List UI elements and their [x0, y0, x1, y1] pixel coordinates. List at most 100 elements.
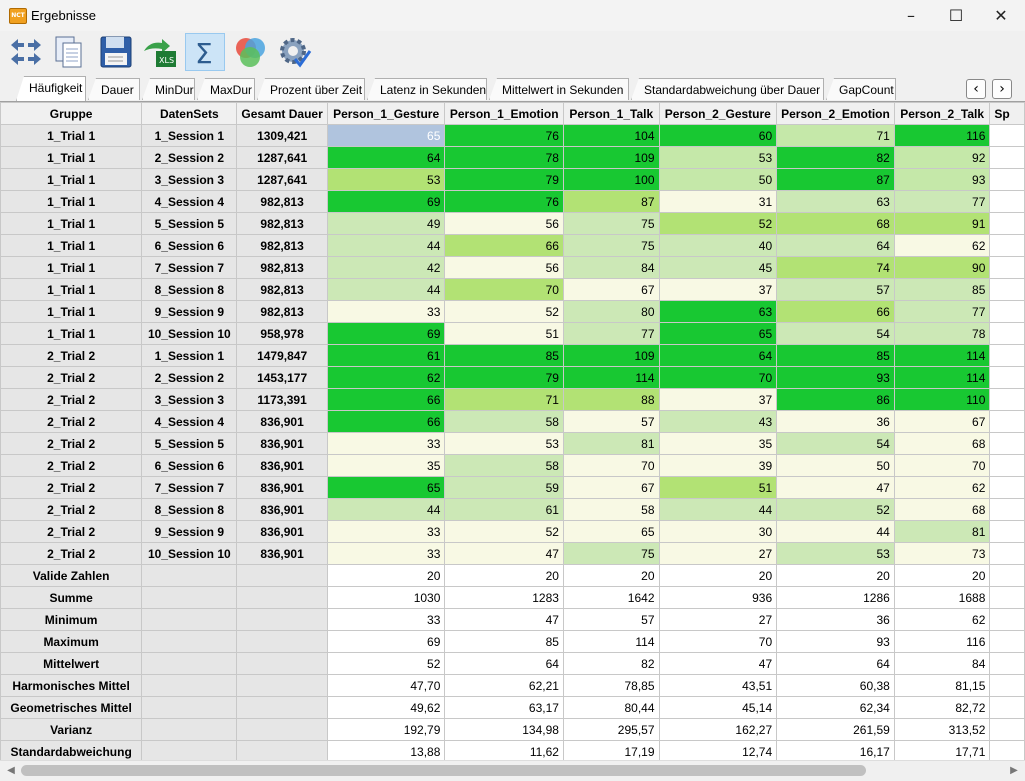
- value-cell[interactable]: 40: [658, 234, 778, 257]
- value-cell[interactable]: 52: [658, 212, 778, 235]
- row-header-cell[interactable]: 3_Session 3: [141, 168, 238, 191]
- stats-value-cell[interactable]: 114: [562, 630, 660, 653]
- value-cell[interactable]: 67: [562, 278, 660, 301]
- column-header[interactable]: Person_2_Emotion: [776, 102, 895, 125]
- value-cell[interactable]: 70: [444, 278, 564, 301]
- row-header-cell[interactable]: 2_Trial 2: [0, 388, 143, 411]
- column-header[interactable]: DatenSets: [141, 102, 238, 125]
- stats-value-cell[interactable]: 261,59: [776, 718, 895, 741]
- value-cell[interactable]: 79: [444, 366, 564, 389]
- stats-value-cell[interactable]: 16,17: [776, 740, 895, 761]
- value-cell[interactable]: 43: [658, 410, 778, 433]
- row-header-cell[interactable]: 9_Session 9: [141, 520, 238, 543]
- column-header[interactable]: Gesamt Dauer: [236, 102, 328, 125]
- row-header-cell[interactable]: 5_Session 5: [141, 212, 238, 235]
- value-cell[interactable]: 53: [326, 168, 446, 191]
- value-cell[interactable]: 109: [562, 146, 660, 169]
- value-cell[interactable]: 67: [562, 476, 660, 499]
- row-header-cell[interactable]: 2_Trial 2: [0, 498, 143, 521]
- value-cell[interactable]: 35: [326, 454, 446, 477]
- value-cell[interactable]: 44: [326, 234, 446, 257]
- swap-arrows-button[interactable]: [6, 33, 46, 71]
- value-cell[interactable]: 56: [444, 212, 564, 235]
- value-cell[interactable]: 85: [776, 344, 895, 367]
- row-header-cell[interactable]: 1287,641: [236, 168, 328, 191]
- value-cell[interactable]: 53: [776, 542, 895, 565]
- value-cell[interactable]: 30: [658, 520, 778, 543]
- settings-button[interactable]: [275, 33, 315, 71]
- value-cell[interactable]: 58: [444, 410, 564, 433]
- row-header-cell[interactable]: 1_Trial 1: [0, 168, 143, 191]
- value-cell[interactable]: 37: [658, 388, 778, 411]
- tab-3[interactable]: MaxDur: [197, 78, 255, 100]
- row-header-cell[interactable]: 1_Trial 1: [0, 212, 143, 235]
- value-cell[interactable]: 52: [444, 520, 564, 543]
- row-header-cell[interactable]: 1_Session 1: [141, 344, 238, 367]
- value-cell[interactable]: 75: [562, 234, 660, 257]
- row-header-cell[interactable]: 982,813: [236, 300, 328, 323]
- value-cell[interactable]: 61: [326, 344, 446, 367]
- stats-value-cell[interactable]: 192,79: [326, 718, 446, 741]
- value-cell[interactable]: 27: [658, 542, 778, 565]
- stats-value-cell[interactable]: 1642: [562, 586, 660, 609]
- row-header-cell[interactable]: 958,978: [236, 322, 328, 345]
- value-cell[interactable]: 31: [658, 190, 778, 213]
- tab-1[interactable]: Dauer: [88, 78, 140, 100]
- value-cell[interactable]: 57: [776, 278, 895, 301]
- stats-value-cell[interactable]: 62: [893, 608, 991, 631]
- tab-4[interactable]: Prozent über Zeit: [257, 78, 365, 100]
- stats-value-cell[interactable]: 52: [326, 652, 446, 675]
- stats-value-cell[interactable]: 64: [776, 652, 895, 675]
- stats-value-cell[interactable]: 62,21: [444, 674, 564, 697]
- stats-value-cell[interactable]: 17,19: [562, 740, 660, 761]
- value-cell[interactable]: 114: [893, 366, 991, 389]
- stats-value-cell[interactable]: 60,38: [776, 674, 895, 697]
- value-cell[interactable]: 53: [444, 432, 564, 455]
- stats-value-cell[interactable]: 82: [562, 652, 660, 675]
- stats-value-cell[interactable]: 13,88: [326, 740, 446, 761]
- row-header-cell[interactable]: 1_Trial 1: [0, 300, 143, 323]
- value-cell[interactable]: 36: [776, 410, 895, 433]
- value-cell[interactable]: 100: [562, 168, 660, 191]
- stats-value-cell[interactable]: 1286: [776, 586, 895, 609]
- venn-button[interactable]: [230, 33, 270, 71]
- value-cell[interactable]: 78: [444, 146, 564, 169]
- row-header-cell[interactable]: 8_Session 8: [141, 278, 238, 301]
- value-cell[interactable]: 68: [893, 498, 991, 521]
- value-cell[interactable]: 54: [776, 432, 895, 455]
- column-header[interactable]: Person_1_Gesture: [326, 102, 446, 125]
- value-cell[interactable]: 76: [444, 124, 564, 147]
- row-header-cell[interactable]: 2_Trial 2: [0, 520, 143, 543]
- value-cell[interactable]: 45: [658, 256, 778, 279]
- row-header-cell[interactable]: 5_Session 5: [141, 432, 238, 455]
- stats-value-cell[interactable]: 1030: [326, 586, 446, 609]
- value-cell[interactable]: 60: [658, 124, 778, 147]
- row-header-cell[interactable]: 1_Trial 1: [0, 322, 143, 345]
- stats-value-cell[interactable]: 20: [776, 564, 895, 587]
- value-cell[interactable]: 116: [893, 124, 991, 147]
- stats-value-cell[interactable]: 84: [893, 652, 991, 675]
- stats-value-cell[interactable]: 162,27: [658, 718, 778, 741]
- value-cell[interactable]: 93: [893, 168, 991, 191]
- row-header-cell[interactable]: 9_Session 9: [141, 300, 238, 323]
- value-cell[interactable]: 87: [776, 168, 895, 191]
- stats-value-cell[interactable]: 27: [658, 608, 778, 631]
- stats-value-cell[interactable]: 1688: [893, 586, 991, 609]
- value-cell[interactable]: 75: [562, 212, 660, 235]
- row-header-cell[interactable]: 4_Session 4: [141, 190, 238, 213]
- sum-button[interactable]: Σ: [185, 33, 225, 71]
- value-cell[interactable]: 88: [562, 388, 660, 411]
- value-cell[interactable]: 64: [326, 146, 446, 169]
- stats-value-cell[interactable]: 62,34: [776, 696, 895, 719]
- stats-value-cell[interactable]: 45,14: [658, 696, 778, 719]
- value-cell[interactable]: 92: [893, 146, 991, 169]
- value-cell[interactable]: 63: [658, 300, 778, 323]
- stats-value-cell[interactable]: 936: [658, 586, 778, 609]
- value-cell[interactable]: 66: [776, 300, 895, 323]
- row-header-cell[interactable]: 982,813: [236, 212, 328, 235]
- value-cell[interactable]: 33: [326, 520, 446, 543]
- results-grid[interactable]: Gruppe DatenSets Gesamt Dauer Person_1_Gest…: [0, 101, 1025, 761]
- value-cell[interactable]: 85: [893, 278, 991, 301]
- stats-value-cell[interactable]: 295,57: [562, 718, 660, 741]
- value-cell[interactable]: 66: [326, 410, 446, 433]
